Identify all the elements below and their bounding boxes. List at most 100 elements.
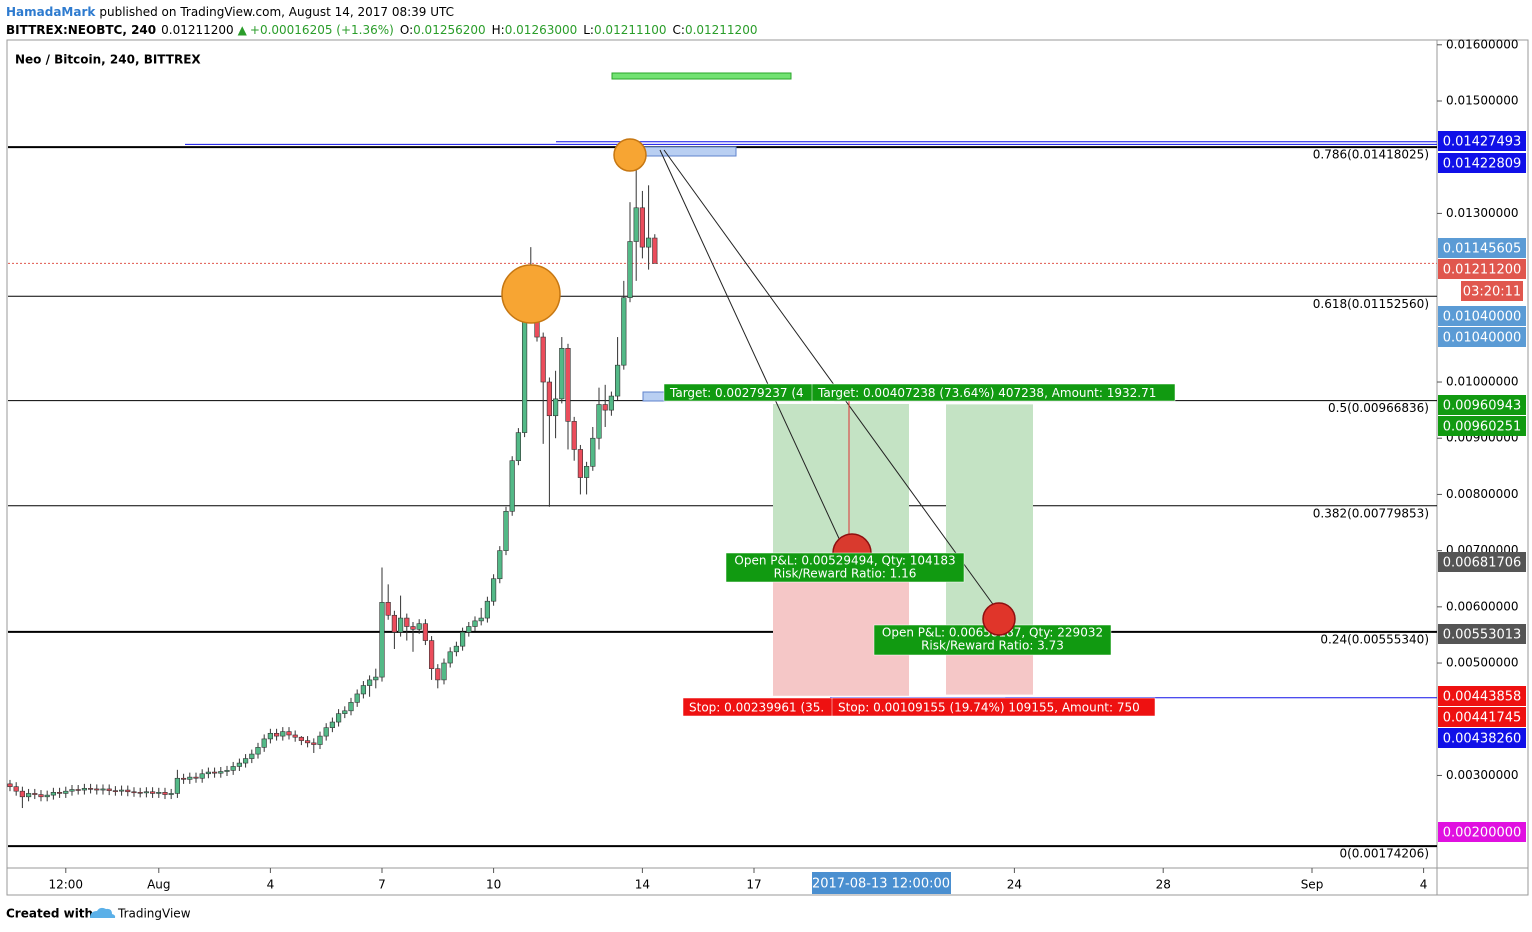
candle-body	[261, 738, 267, 748]
candle-body	[521, 314, 528, 433]
candle-body	[627, 241, 633, 299]
x-tick-label: 17	[746, 878, 761, 892]
fib-label: 0(0.00174206)	[1339, 847, 1429, 861]
pnl-label-text: Open P&L: 0.00529494, Qty: 104183	[734, 554, 955, 568]
candle-body	[379, 602, 385, 678]
candle-body	[311, 742, 317, 745]
candle-body	[323, 727, 329, 737]
candle-body	[373, 676, 379, 681]
price-tag-box	[1438, 259, 1526, 279]
candle-body	[50, 792, 56, 796]
candle-body	[540, 336, 546, 383]
header-line: HamadaMark published on TradingView.com, …	[6, 5, 454, 19]
x-tick-label: 24	[1007, 878, 1022, 892]
candle-body	[478, 617, 484, 622]
candle-body	[459, 631, 466, 647]
candle-body	[360, 685, 366, 695]
last: 0.01211200	[161, 23, 234, 37]
candle-body	[156, 792, 162, 794]
candle-body	[447, 651, 453, 664]
candle-body	[366, 679, 373, 686]
legend-title: Neo / Bitcoin, 240, BITTREX	[15, 53, 201, 67]
candle-body	[602, 404, 608, 411]
plot: 0.01600000 0.01500000 0.01300000 0.01000000…	[7, 37, 1526, 894]
price-tag-box	[1438, 306, 1526, 326]
fib-label: 0.618(0.01152560)	[1313, 297, 1429, 311]
price-tag-box	[1438, 822, 1526, 842]
candle-body	[205, 771, 211, 775]
x-tick-label: 28	[1156, 878, 1171, 892]
low: 0.01211100	[594, 23, 667, 37]
entry-tag-box	[1438, 552, 1526, 572]
candle-body	[571, 421, 577, 450]
profit-zone	[773, 403, 909, 561]
candle-body	[633, 207, 639, 242]
candle-body	[199, 773, 205, 779]
candle-body	[32, 793, 38, 795]
stop-label-text: Stop: 0.00109155 (19.74%) 109155, Amount…	[838, 701, 1140, 715]
target-label-box	[811, 383, 1176, 402]
entry-tag-box	[1438, 624, 1526, 644]
y-tick-label: 0.01500000	[1446, 94, 1519, 108]
candle-body	[19, 790, 25, 798]
candle-body	[273, 732, 280, 737]
y-tick-label: 0.01300000	[1446, 206, 1519, 220]
low-label: L:	[583, 23, 594, 37]
crosshair-label: 2017-08-13 12:00:00	[812, 877, 950, 892]
price-tag-box	[1438, 728, 1526, 748]
candle-body	[81, 788, 87, 791]
candle-body	[546, 381, 552, 417]
candle-body	[118, 789, 125, 792]
candle-body	[63, 790, 69, 794]
candle-body	[131, 791, 137, 794]
candle-body	[565, 347, 571, 422]
candle-body	[509, 460, 515, 512]
candle-body	[149, 791, 156, 794]
y-tick-label: 0.00300000	[1446, 768, 1519, 782]
candle-body	[106, 788, 112, 791]
frame	[6, 39, 1529, 896]
stop-tag: 0.00443858	[1443, 690, 1522, 705]
close-label: C:	[673, 23, 685, 37]
candle-body	[38, 794, 44, 798]
candle-body	[75, 789, 81, 791]
candle-body	[484, 600, 490, 619]
trend-line	[659, 149, 843, 546]
candle-body	[397, 617, 404, 633]
open: 0.01256200	[413, 23, 486, 37]
trend-line	[663, 149, 1001, 615]
footer-brand[interactable]: TradingView	[117, 907, 191, 921]
candle-body	[44, 794, 50, 798]
arrow: ▲	[238, 23, 248, 37]
candle-body	[56, 792, 63, 794]
candle-body	[298, 736, 304, 741]
candle-body	[180, 777, 187, 780]
stop-tag-box	[1438, 686, 1526, 706]
price-tag-box	[1438, 131, 1526, 151]
stop-label-text: Stop: 0.00239961 (35.	[689, 701, 824, 715]
highlight-circle	[501, 264, 561, 324]
candle-body	[211, 771, 218, 774]
author[interactable]: HamadaMark	[6, 5, 96, 19]
price-tag: 0.01040000	[1443, 331, 1522, 346]
candle-body	[94, 788, 100, 791]
highlight-circle	[613, 138, 647, 172]
change: +0.00016205 (+1.36%)	[250, 23, 394, 37]
y-tick-label: 0.00600000	[1446, 599, 1519, 613]
candle-body	[596, 404, 602, 439]
candle-body	[428, 640, 435, 669]
fib-label: 0.786(0.01418025)	[1313, 148, 1429, 162]
x-tick-label: 4	[1420, 878, 1428, 892]
candle-body	[435, 668, 441, 681]
candle-body	[267, 732, 273, 740]
pnl-label-text: Risk/Reward Ratio: 1.16	[774, 567, 917, 581]
candle-body	[125, 789, 131, 793]
candle-body	[304, 740, 311, 744]
pnl-label-text: Risk/Reward Ratio: 3.73	[921, 639, 1064, 653]
candle-body	[255, 747, 261, 755]
candle-body	[342, 710, 348, 714]
candle-body	[583, 466, 590, 478]
candle-body	[497, 550, 503, 580]
